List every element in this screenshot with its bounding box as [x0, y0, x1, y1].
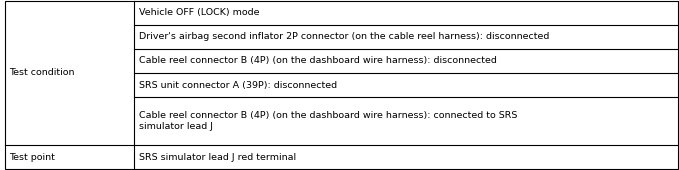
- Text: Driver's airbag second inflator 2P connector (on the cable reel harness): discon: Driver's airbag second inflator 2P conne…: [139, 32, 549, 41]
- Text: Cable reel connector B (4P) (on the dashboard wire harness): disconnected: Cable reel connector B (4P) (on the dash…: [139, 56, 496, 65]
- Text: Test condition: Test condition: [10, 69, 75, 78]
- Text: Cable reel connector B (4P) (on the dashboard wire harness): connected to SRS
si: Cable reel connector B (4P) (on the dash…: [139, 111, 517, 131]
- Text: Vehicle OFF (LOCK) mode: Vehicle OFF (LOCK) mode: [139, 8, 259, 17]
- Text: SRS unit connector A (39P): disconnected: SRS unit connector A (39P): disconnected: [139, 81, 337, 89]
- Text: Test point: Test point: [10, 153, 56, 162]
- Text: SRS simulator lead J red terminal: SRS simulator lead J red terminal: [139, 153, 295, 162]
